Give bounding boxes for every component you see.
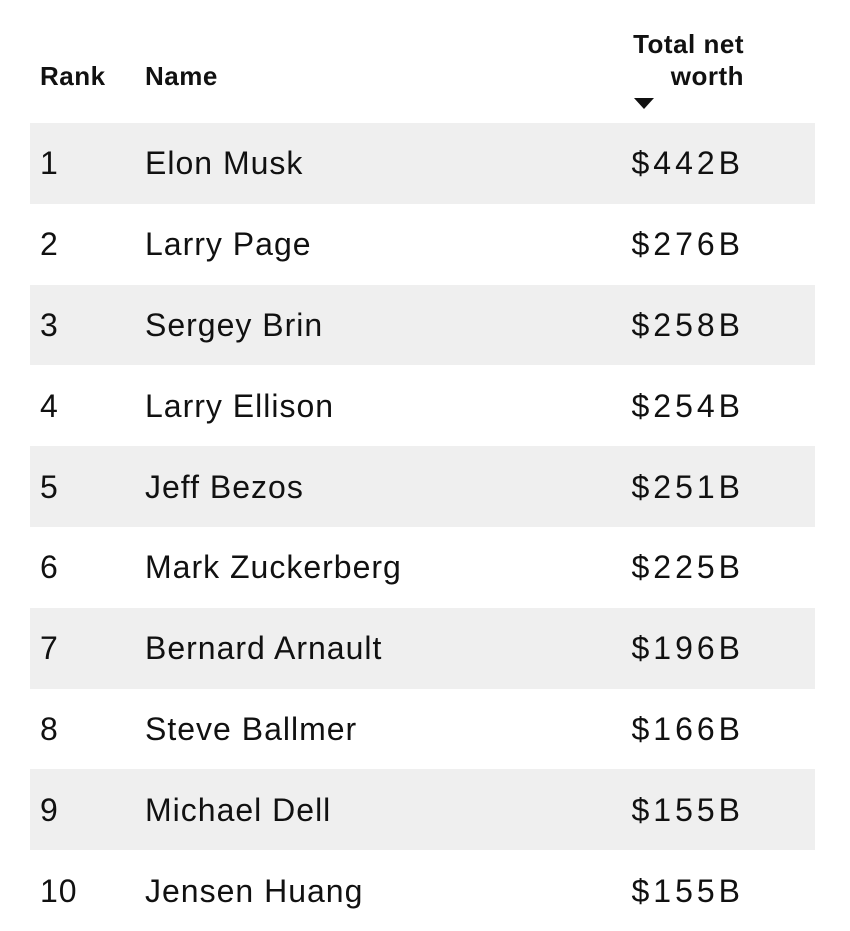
rank-cell: 8 xyxy=(40,710,59,747)
net-worth-cell: $155B xyxy=(631,791,744,828)
net-worth-cell: $225B xyxy=(631,549,744,586)
net-worth-cell: $166B xyxy=(631,710,744,747)
name-cell: Jeff Bezos xyxy=(145,468,304,505)
rank-cell: 2 xyxy=(40,226,59,263)
table-row[interactable]: 8 Steve Ballmer $166B xyxy=(30,688,815,770)
table-row[interactable]: 7 Bernard Arnault $196B xyxy=(30,607,815,689)
table-row[interactable]: 2 Larry Page $276B xyxy=(30,203,815,285)
net-worth-cell: $258B xyxy=(631,306,744,343)
rank-cell: 1 xyxy=(40,145,59,182)
table-row[interactable]: 3 Sergey Brin $258B xyxy=(30,284,815,366)
name-cell: Jensen Huang xyxy=(145,872,364,909)
rank-cell: 9 xyxy=(40,791,59,828)
name-cell: Steve Ballmer xyxy=(145,710,358,747)
name-cell: Elon Musk xyxy=(145,145,304,182)
net-worth-cell: $196B xyxy=(631,630,744,667)
sort-descending-icon[interactable] xyxy=(634,98,654,109)
table-row[interactable]: 6 Mark Zuckerberg $225B xyxy=(30,526,815,608)
rank-cell: 5 xyxy=(40,468,59,505)
column-header-net-worth[interactable]: Total net worth xyxy=(614,28,744,111)
rank-cell: 4 xyxy=(40,387,59,424)
table-row[interactable]: 5 Jeff Bezos $251B xyxy=(30,446,815,527)
name-cell: Bernard Arnault xyxy=(145,630,383,667)
name-cell: Michael Dell xyxy=(145,791,332,828)
column-header-name: Name xyxy=(145,60,614,92)
name-cell: Sergey Brin xyxy=(145,306,324,343)
net-worth-cell: $442B xyxy=(631,145,744,182)
rank-cell: 6 xyxy=(40,549,59,586)
rank-cell: 7 xyxy=(40,630,59,667)
table-row[interactable]: 9 Michael Dell $155B xyxy=(30,769,815,851)
sort-indicator-row xyxy=(614,92,744,111)
table-row[interactable]: 1 Elon Musk $442B xyxy=(30,123,815,204)
table-body: 1 Elon Musk $442B 2 Larry Page $276B 3 S… xyxy=(0,123,850,931)
name-cell: Larry Ellison xyxy=(145,387,335,424)
name-header-label: Name xyxy=(145,61,218,91)
table-row[interactable]: 4 Larry Ellison $254B xyxy=(30,365,815,447)
column-header-rank: Rank xyxy=(40,60,145,92)
net-worth-cell: $251B xyxy=(631,468,744,505)
name-cell: Mark Zuckerberg xyxy=(145,549,402,586)
rank-header-label: Rank xyxy=(40,61,106,91)
name-cell: Larry Page xyxy=(145,226,312,263)
table-header: Rank Name Total net worth xyxy=(30,0,815,123)
rank-cell: 3 xyxy=(40,306,59,343)
table-row[interactable]: 10 Jensen Huang $155B xyxy=(30,850,815,931)
net-worth-cell: $254B xyxy=(631,387,744,424)
net-worth-cell: $155B xyxy=(631,872,744,909)
net-worth-cell: $276B xyxy=(631,226,744,263)
rank-cell: 10 xyxy=(40,872,78,909)
net-worth-header-label: Total net worth xyxy=(633,29,744,91)
